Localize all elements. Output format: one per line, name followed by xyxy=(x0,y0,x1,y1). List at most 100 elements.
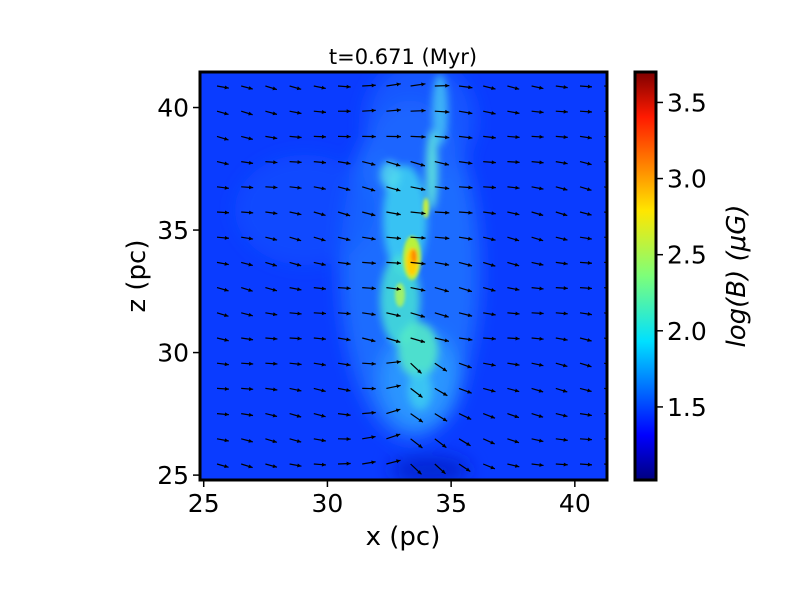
x-tick-label: 30 xyxy=(312,489,344,518)
field-arrow xyxy=(531,186,544,191)
field-arrow xyxy=(579,135,592,140)
field-arrow xyxy=(289,110,302,115)
field-arrow xyxy=(362,161,376,166)
field-arrow xyxy=(458,135,473,140)
field-arrow xyxy=(265,85,278,91)
field-arrow xyxy=(507,311,520,316)
field-arrow xyxy=(362,337,376,343)
field-arrow xyxy=(265,287,278,292)
field-arrow xyxy=(458,261,473,267)
field-arrow xyxy=(410,134,426,139)
field-arrow xyxy=(216,386,230,391)
field-arrow xyxy=(337,236,351,242)
field-arrow xyxy=(265,110,278,116)
field-arrow xyxy=(362,460,376,465)
field-arrow xyxy=(410,161,426,167)
field-arrow xyxy=(531,160,544,165)
field-arrow xyxy=(507,336,520,341)
field-arrow xyxy=(289,362,302,367)
field-arrow xyxy=(482,463,496,470)
field-arrow xyxy=(265,160,278,165)
field-arrow xyxy=(507,488,519,492)
field-arrow xyxy=(458,85,473,90)
field-arrow xyxy=(289,211,302,216)
field-arrow xyxy=(555,236,568,241)
field-arrow xyxy=(216,463,229,469)
field-arrow xyxy=(458,362,472,369)
field-arrow xyxy=(410,82,426,87)
field-arrow xyxy=(362,486,376,490)
y-tick-label: 35 xyxy=(157,216,189,245)
field-arrow xyxy=(579,286,593,291)
field-arrow xyxy=(483,185,496,190)
field-arrow xyxy=(555,362,568,368)
x-axis-label: x (pc) xyxy=(366,522,441,552)
x-axis-ticks: 25 30 35 40 xyxy=(188,480,591,518)
field-arrow xyxy=(410,337,426,343)
field-arrow xyxy=(241,438,253,443)
field-arrow xyxy=(483,261,496,267)
field-arrow xyxy=(241,160,254,165)
field-arrow xyxy=(337,134,351,139)
field-arrow xyxy=(386,384,401,389)
field-arrow xyxy=(216,261,229,266)
field-arrow xyxy=(604,489,616,493)
field-arrow xyxy=(241,85,253,90)
field-arrow xyxy=(434,161,450,166)
field-arrow xyxy=(289,438,302,443)
field-arrow xyxy=(337,186,351,191)
field-arrow xyxy=(531,261,544,267)
field-arrow xyxy=(241,210,254,215)
y-axis-ticks: 25 30 35 40 xyxy=(157,94,200,490)
field-arrow xyxy=(337,261,351,266)
field-arrow xyxy=(337,387,351,392)
field-arrow xyxy=(579,412,592,417)
field-arrow xyxy=(507,463,520,468)
field-arrow xyxy=(216,337,229,342)
field-arrow xyxy=(410,261,426,266)
field-arrow xyxy=(241,361,254,366)
field-arrow xyxy=(579,437,593,442)
field-arrow xyxy=(410,463,422,475)
field-arrow xyxy=(337,286,351,291)
field-arrow xyxy=(386,108,401,113)
field-arrow xyxy=(265,312,278,317)
field-arrow xyxy=(482,413,496,419)
field-arrow xyxy=(289,185,302,190)
field-arrow xyxy=(507,135,520,139)
field-arrow xyxy=(555,337,568,342)
field-arrow xyxy=(241,135,253,141)
field-arrow xyxy=(579,337,592,342)
field-arrow xyxy=(289,463,302,468)
field-arrow xyxy=(555,462,568,467)
field-arrow xyxy=(386,186,401,192)
field-arrow xyxy=(265,463,278,468)
field-arrow xyxy=(362,286,376,291)
field-arrow xyxy=(434,312,449,318)
field-arrow xyxy=(531,85,544,90)
x-tick-label: 25 xyxy=(188,489,220,518)
field-arrow xyxy=(555,161,568,165)
field-arrow xyxy=(458,387,472,394)
field-arrow xyxy=(531,413,544,418)
field-arrow xyxy=(216,85,229,90)
field-arrow xyxy=(265,336,278,341)
field-arrow xyxy=(241,463,253,469)
field-arrow xyxy=(289,311,302,316)
field-arrow xyxy=(313,336,327,341)
field-arrow xyxy=(411,489,421,500)
field-arrow xyxy=(579,211,592,216)
field-arrow xyxy=(434,236,450,241)
field-arrow xyxy=(579,109,593,114)
field-arrow xyxy=(531,236,544,242)
field-arrow xyxy=(216,110,229,116)
field-arrow xyxy=(507,110,520,115)
field-arrow xyxy=(507,261,520,267)
field-arrow xyxy=(386,337,401,343)
field-arrow xyxy=(555,437,568,442)
field-arrow xyxy=(386,286,401,291)
field-arrow xyxy=(434,413,448,422)
field-arrow xyxy=(313,110,327,114)
plot-frame xyxy=(198,70,609,482)
field-arrow xyxy=(313,462,327,467)
